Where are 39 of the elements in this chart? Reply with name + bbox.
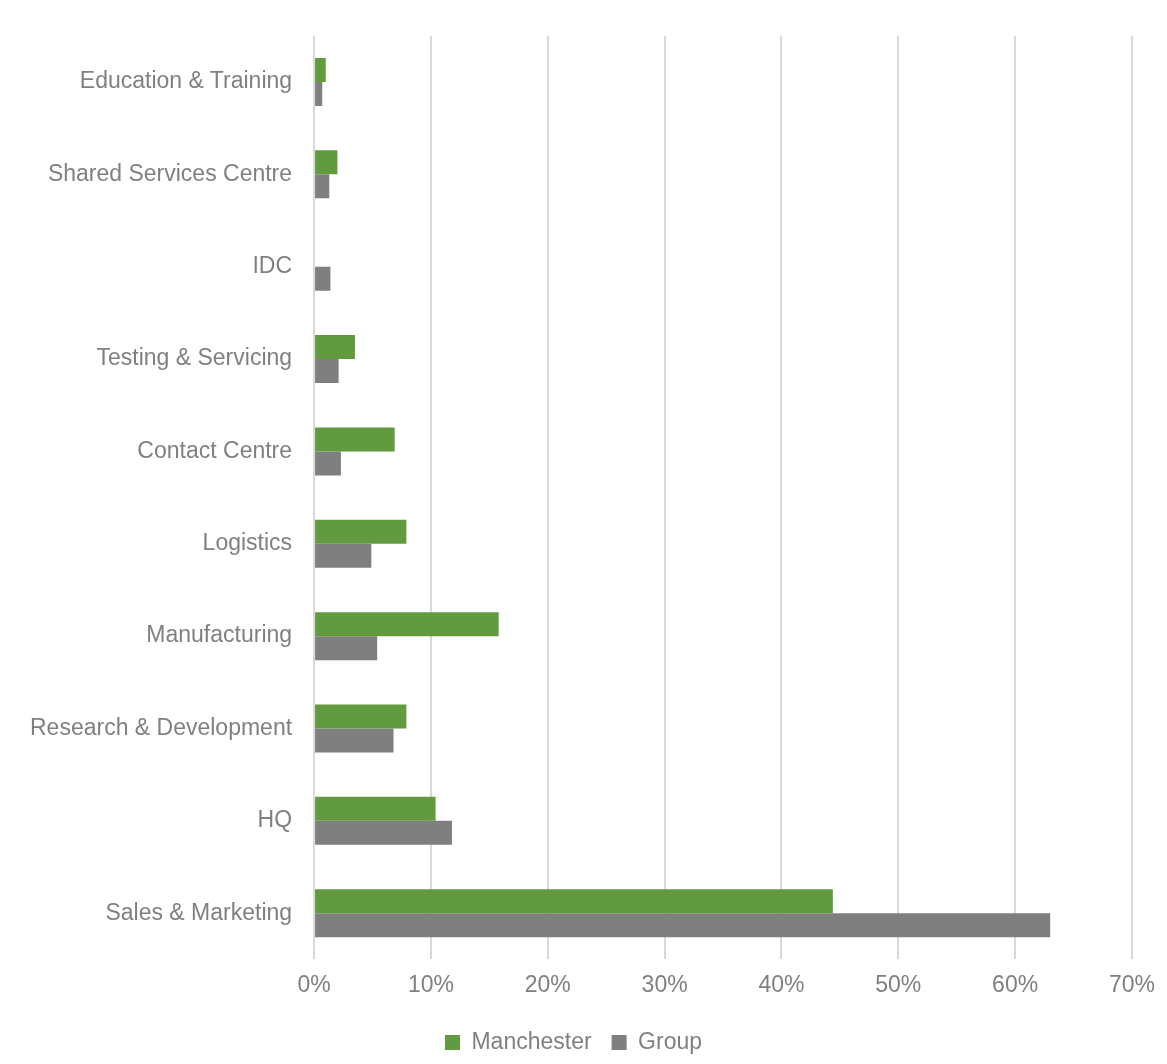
x-tick-label: 70%: [1108, 970, 1156, 997]
y-tick-label: Testing & Servicing: [96, 344, 293, 371]
x-tick-label: 30%: [641, 970, 688, 997]
x-tick-label: 40%: [758, 970, 805, 997]
y-tick-label: IDC: [252, 252, 293, 279]
y-tick-label: Manufacturing: [146, 621, 293, 648]
bar: [315, 820, 452, 845]
bar: [315, 796, 436, 821]
x-tick-label: 10%: [407, 970, 454, 997]
legend-label: Manchester: [471, 1027, 592, 1054]
bar: [315, 266, 331, 291]
bar: [315, 704, 407, 729]
y-tick-label: HQ: [257, 806, 293, 833]
bar: [315, 636, 378, 661]
x-tick-label: 50%: [875, 970, 922, 997]
x-tick-label: 0%: [297, 970, 331, 997]
bar: [315, 81, 323, 106]
legend-label: Group: [638, 1027, 703, 1054]
bar: [315, 543, 372, 568]
bar: [315, 427, 395, 452]
bar: [315, 174, 330, 199]
bar: [315, 57, 326, 82]
bar: [315, 728, 394, 753]
y-tick-label: Sales & Marketing: [105, 898, 293, 925]
bar: [315, 889, 833, 914]
bar: [315, 359, 339, 384]
y-tick-label: Logistics: [202, 529, 293, 556]
y-tick-label: Shared Services Centre: [47, 159, 293, 186]
bar: [315, 913, 1051, 938]
bar: [315, 612, 499, 637]
bar: [315, 150, 338, 175]
y-tick-label: Research & Development: [30, 713, 293, 740]
x-tick-label: 60%: [992, 970, 1039, 997]
bar: [315, 335, 355, 360]
y-tick-label: Education & Training: [79, 67, 293, 94]
bar: [315, 519, 407, 544]
y-tick-label: Contact Centre: [137, 436, 293, 463]
bar: [315, 451, 341, 476]
x-tick-label: 20%: [524, 970, 571, 997]
